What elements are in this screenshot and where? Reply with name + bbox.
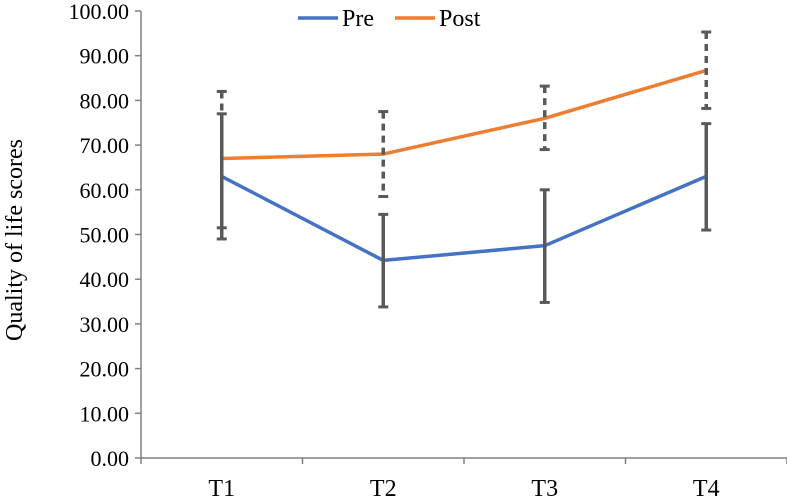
y-axis-title-group: Quality of life scores [2, 139, 28, 341]
y-tick-label: 10.00 [80, 401, 130, 426]
x-tick-labels: T1 T2 T3 T4 [208, 476, 719, 500]
y-axis-title: Quality of life scores [2, 139, 28, 341]
y-tick-label: 90.00 [80, 44, 130, 69]
x-tick-label: T3 [531, 476, 558, 500]
y-ticks: 0.00 10.00 20.00 30.00 40.00 50.00 60.00 70.00 8… [69, 0, 141, 471]
y-tick-label: 60.00 [80, 178, 130, 203]
y-tick-label: 40.00 [80, 267, 130, 292]
y-tick-label: 30.00 [80, 312, 130, 337]
legend-label-post: Post [439, 6, 481, 32]
y-tick-label: 70.00 [80, 133, 130, 158]
x-tick-label: T1 [208, 476, 235, 500]
series-line-pre [220, 174, 708, 263]
x-tick-label: T2 [370, 476, 397, 500]
y-tick-label: 0.00 [91, 446, 130, 471]
legend: Pre Post [298, 6, 481, 32]
legend-label-pre: Pre [342, 6, 374, 32]
y-tick-label: 20.00 [80, 357, 130, 382]
series-lines [220, 68, 708, 263]
y-tick-label: 50.00 [80, 223, 130, 248]
series-line-post [220, 68, 708, 161]
y-tick-label: 100.00 [69, 0, 130, 24]
x-tick-label: T4 [693, 476, 720, 500]
y-tick-label: 80.00 [80, 88, 130, 113]
axes [140, 11, 787, 464]
error-bars [216, 30, 712, 309]
